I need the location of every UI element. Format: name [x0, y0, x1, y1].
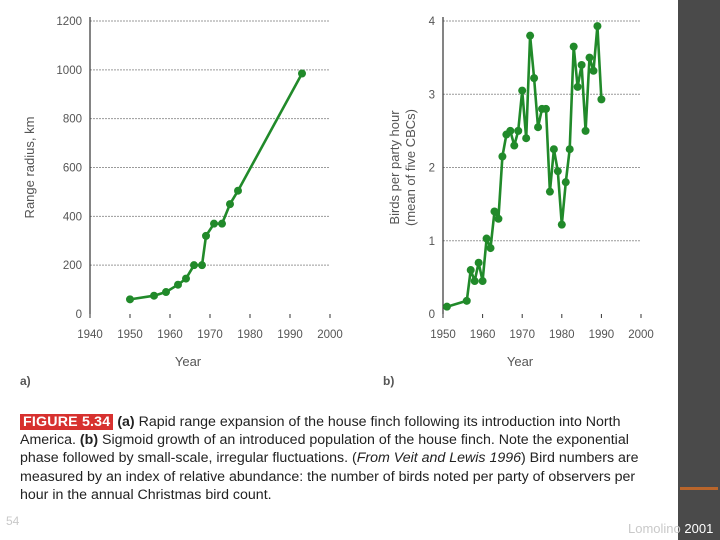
y-tick-label: 2 — [429, 163, 435, 175]
y-tick-label: 400 — [63, 211, 82, 223]
x-tick-label: 1970 — [509, 329, 535, 341]
data-point — [150, 291, 158, 300]
data-point — [210, 219, 218, 228]
y-axis-label-secondary: (mean of five CBCs) — [403, 109, 418, 226]
y-tick-label: 4 — [429, 16, 436, 28]
page-number: 54 — [6, 514, 20, 528]
data-point — [549, 145, 558, 154]
data-point — [553, 167, 562, 176]
x-tick-label: 1960 — [470, 329, 496, 341]
data-point — [561, 178, 570, 187]
x-axis-label: Year — [507, 354, 534, 369]
caption-text-b: Sigmoid growth of an introduced populati… — [20, 432, 629, 467]
caption-source: From Veit and Lewis 1996 — [356, 450, 522, 467]
data-point — [577, 60, 586, 69]
y-tick-label: 1 — [429, 236, 435, 248]
data-point — [518, 86, 527, 95]
credit-year: 2001 — [684, 521, 714, 536]
data-point — [470, 277, 479, 286]
data-point — [498, 152, 507, 161]
data-point — [182, 274, 190, 283]
x-tick-label: 1950 — [430, 329, 456, 341]
x-tick-label: 2000 — [317, 329, 343, 341]
panel-a-range-chart: 0 200 400 600 800 1000 1200 1940 1950 1960 1970 198… — [20, 16, 343, 388]
caption-text-c: ) Bird numbers are measured by an index … — [20, 450, 639, 503]
data-point — [442, 302, 451, 311]
panel-label: b) — [383, 374, 394, 388]
y-axis-label: Range radius, km — [22, 117, 37, 219]
y-tick-label: 0 — [429, 309, 435, 321]
credit-author: Lomolino — [628, 521, 681, 536]
data-point — [534, 123, 543, 132]
figure-label: FIGURE 5.34 — [20, 414, 114, 430]
data-point — [174, 280, 182, 289]
data-point — [494, 214, 503, 223]
y-tick-label: 600 — [63, 163, 82, 175]
data-point — [478, 277, 487, 286]
x-tick-label: 1990 — [589, 329, 615, 341]
x-tick-label: 1940 — [77, 329, 103, 341]
data-point — [522, 134, 531, 143]
x-axis-label: Year — [175, 354, 202, 369]
data-point — [190, 261, 198, 270]
figure-charts: 0 200 400 600 800 1000 1200 1940 1950 1960 1970 198… — [20, 16, 654, 388]
x-tick-label: 2000 — [628, 329, 654, 341]
figure-caption: FIGURE 5.34 (a) Rapid range expansion of… — [20, 413, 660, 504]
y-tick-label: 800 — [63, 114, 82, 126]
data-point — [506, 126, 515, 135]
x-tick-label: 1950 — [117, 329, 143, 341]
data-point — [545, 187, 554, 196]
x-tick-label: 1970 — [197, 329, 223, 341]
sidebar-strip — [678, 0, 720, 540]
data-point — [486, 244, 495, 253]
data-point — [526, 31, 535, 40]
y-tick-label: 0 — [76, 309, 82, 321]
data-point — [218, 219, 226, 228]
data-point — [589, 66, 598, 75]
data-point — [569, 42, 578, 51]
figure-slide: 0 200 400 600 800 1000 1200 1940 1950 1960 1970 198… — [20, 16, 660, 504]
data-point — [202, 231, 210, 240]
y-tick-label: 1200 — [56, 16, 82, 28]
data-point — [466, 266, 475, 275]
y-tick-label: 3 — [429, 89, 435, 101]
data-point — [298, 69, 306, 78]
data-point — [490, 207, 499, 216]
y-tick-label: 200 — [63, 260, 82, 272]
credit-footer: Lomolino 2001 — [628, 521, 713, 536]
data-point — [593, 22, 602, 31]
data-point — [541, 104, 550, 113]
x-tick-label: 1990 — [277, 329, 303, 341]
data-point — [565, 145, 574, 154]
data-point — [581, 126, 590, 135]
y-tick-label: 1000 — [56, 65, 82, 77]
x-tick-label: 1980 — [237, 329, 263, 341]
data-point — [462, 296, 471, 305]
panel-b-abundance-chart: 0 1 2 3 4 1950 1960 1970 1980 1990 2000 Year Birds p… — [383, 16, 654, 388]
data-point — [482, 234, 491, 243]
data-point — [474, 258, 483, 267]
caption-text-a: Rapid range expansion of the house finch… — [20, 414, 621, 449]
data-point — [530, 74, 539, 83]
accent-line — [680, 487, 718, 490]
caption-part-b-label: (b) — [79, 432, 99, 449]
data-point — [226, 200, 234, 209]
data-point — [573, 82, 582, 91]
data-point — [585, 53, 594, 62]
data-point — [162, 288, 170, 297]
data-point — [597, 95, 606, 104]
data-point — [126, 295, 134, 304]
y-axis-label: Birds per party hour — [387, 110, 402, 225]
data-point — [234, 186, 242, 195]
data-point — [198, 261, 206, 270]
data-point — [514, 126, 523, 135]
data-point — [557, 220, 566, 229]
series-line — [446, 24, 603, 308]
caption-part-a-label: (a) — [117, 414, 135, 430]
x-tick-label: 1980 — [549, 329, 575, 341]
x-tick-label: 1960 — [157, 329, 183, 341]
panel-label: a) — [20, 374, 31, 388]
data-point — [510, 141, 519, 150]
